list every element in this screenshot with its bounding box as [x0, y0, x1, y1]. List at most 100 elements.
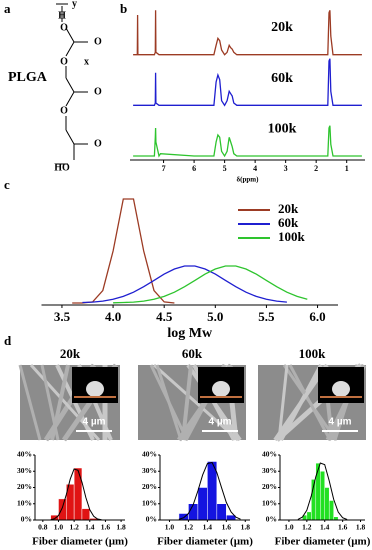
x-tick-label: 1.8 [241, 523, 251, 532]
scale-bar-label: 4 µm [209, 417, 232, 428]
x-axis-label: δ(ppm) [237, 176, 260, 184]
x-tick-label: 1.4 [320, 523, 330, 532]
droplet [86, 381, 104, 397]
legend-label: 60k [278, 215, 299, 230]
fiber [29, 363, 101, 442]
atom: O [60, 56, 68, 67]
y-tick-label: 10% [17, 498, 32, 507]
fiber [288, 364, 332, 441]
histogram-bar [324, 487, 330, 521]
histogram-bar [315, 462, 321, 521]
fiber [153, 363, 239, 442]
series-label: 60k [271, 71, 293, 86]
x-axis-label: log Mw [167, 326, 213, 341]
x-tick-label: 4.5 [156, 309, 173, 324]
atom: O [94, 86, 102, 97]
legend-label: 100k [278, 229, 306, 244]
series-label: 100k [268, 122, 297, 137]
x-tick-label: 7 [162, 164, 166, 173]
histogram-bar [216, 503, 227, 521]
x-tick-label: 6.0 [309, 309, 325, 324]
y-tick-label: 30% [17, 466, 32, 475]
y-tick-label: 40% [142, 450, 157, 459]
x-tick-label: 1.2 [184, 523, 194, 532]
x-tick-label: 3.5 [54, 309, 71, 324]
structure: H y O O x O O O O HO PLGA [8, 0, 102, 173]
fiber [277, 364, 289, 441]
x-tick-label: 2 [314, 164, 318, 173]
series-line [72, 198, 175, 304]
atom: O [94, 138, 102, 149]
x-tick-label: 5.5 [258, 309, 275, 324]
atom: H [58, 10, 66, 21]
histogram-bar [320, 471, 325, 521]
histogram-bar [58, 498, 67, 521]
scale-bar-label: 4 µm [329, 417, 352, 428]
fiber [40, 364, 60, 441]
x-tick-label: 3 [284, 164, 288, 173]
series-label: 20k [271, 20, 293, 35]
y-tick-label: 10% [262, 498, 277, 507]
y-tick-label: 30% [262, 466, 277, 475]
fiber [181, 364, 193, 441]
series-line [113, 265, 308, 304]
x-tick-label: 1 [345, 164, 349, 173]
x-tick-label: 1.8 [356, 523, 366, 532]
fiber [18, 364, 42, 441]
fit-curve [178, 461, 241, 520]
panel-label: d [4, 333, 12, 348]
fit-curve [297, 462, 348, 520]
y-tick-label: 20% [262, 482, 277, 491]
image-title: 20k [60, 346, 81, 361]
atom: O [94, 36, 102, 47]
x-tick-label: 5.0 [207, 309, 223, 324]
y-tick-label: 40% [262, 450, 277, 459]
subscript: x [84, 56, 89, 67]
histogram-bar [328, 500, 334, 521]
x-tick-label: 1.4 [85, 523, 95, 532]
y-tick-label: 40% [17, 450, 32, 459]
series-line [133, 125, 362, 158]
y-tick-label: 10% [142, 498, 157, 507]
x-tick-label: 1.0 [54, 523, 64, 532]
x-tick-label: 4.0 [105, 309, 121, 324]
atom: O [60, 22, 68, 33]
panel-label: a [4, 1, 11, 16]
x-tick-label: 6 [192, 164, 196, 173]
y-tick-label: 20% [142, 482, 157, 491]
x-tick-label: 1.0 [284, 523, 294, 532]
panel-label: c [4, 177, 10, 192]
y-tick-label: 20% [17, 482, 32, 491]
x-tick-label: 1.4 [203, 523, 213, 532]
x-tick-label: 1.6 [222, 523, 232, 532]
x-tick-label: 0.8 [38, 523, 48, 532]
histogram-bar [81, 508, 91, 521]
histogram-bar [306, 511, 312, 521]
panel-label: b [120, 1, 127, 16]
scale-bar-label: 4 µm [83, 417, 106, 428]
x-tick-label: 1.8 [116, 523, 126, 532]
y-tick-label: 0% [266, 515, 277, 524]
x-axis-label: Fiber diameter (µm) [275, 536, 371, 548]
x-tick-label: 1.6 [338, 523, 348, 532]
droplet [332, 381, 350, 397]
series-line [133, 58, 362, 107]
x-tick-label: 1.0 [165, 523, 175, 532]
atom: HO [54, 162, 70, 173]
histogram-bar [197, 487, 208, 521]
polymer-name: PLGA [8, 70, 48, 85]
y-tick-label: 0% [146, 515, 157, 524]
droplet [212, 381, 230, 397]
x-tick-label: 4 [253, 164, 257, 173]
x-tick-label: 5 [223, 164, 227, 173]
x-tick-label: 1.2 [302, 523, 312, 532]
image-title: 100k [299, 346, 327, 361]
subscript: y [72, 0, 77, 9]
y-tick-label: 30% [142, 466, 157, 475]
x-tick-label: 1.2 [69, 523, 79, 532]
bond-lines [56, 3, 88, 165]
legend-label: 20k [278, 201, 299, 216]
x-tick-label: 1.6 [101, 523, 111, 532]
x-axis-label: Fiber diameter (µm) [32, 536, 128, 548]
